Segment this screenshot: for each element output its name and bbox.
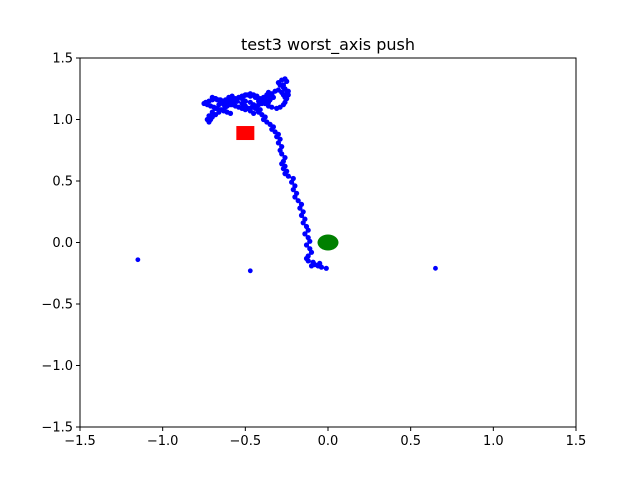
y-tick-label: 0.0: [52, 236, 73, 251]
path-point: [282, 155, 288, 161]
path-point: [295, 198, 301, 204]
path-point: [269, 104, 275, 110]
x-tick-label: 1.5: [566, 434, 587, 449]
target-marker: [236, 126, 255, 141]
path-point: [317, 260, 323, 266]
chart-title: test3 worst_axis push: [241, 35, 415, 55]
path-series: [201, 76, 329, 271]
x-tick-label: −1.5: [64, 434, 96, 449]
y-tick-label: −0.5: [41, 298, 73, 313]
path-point: [298, 201, 305, 207]
y-tick-label: 1.0: [52, 113, 73, 128]
path-point: [279, 144, 285, 150]
path-point: [307, 246, 313, 252]
path-point: [302, 231, 308, 237]
x-tick-label: −1.0: [147, 434, 179, 449]
object-marker: [317, 234, 339, 251]
y-tick-label: −1.0: [41, 359, 73, 374]
x-tick-label: 0.5: [400, 434, 421, 449]
path-point: [323, 265, 329, 271]
path-point: [303, 242, 310, 248]
path-point: [227, 110, 234, 116]
path-point: [239, 100, 245, 107]
path-point: [284, 78, 290, 84]
path-point: [305, 253, 311, 259]
path-point: [310, 259, 316, 265]
path-point: [256, 108, 262, 114]
x-tick-label: 1.0: [483, 434, 504, 449]
y-tick-label: 1.5: [52, 52, 73, 67]
y-tick-label: 0.5: [52, 175, 73, 190]
sparse-points: [135, 257, 438, 274]
path-point: [231, 96, 237, 102]
sparse-point: [433, 265, 438, 271]
y-tick-label: −1.5: [41, 421, 73, 436]
path-point: [242, 92, 248, 98]
x-tick-label: 0.0: [318, 434, 339, 449]
path-point: [247, 99, 253, 105]
sparse-point: [135, 257, 141, 263]
path-point: [247, 93, 253, 99]
x-tick-label: −0.5: [230, 434, 262, 449]
path-point: [303, 223, 310, 230]
path-point: [300, 209, 306, 215]
path-point: [206, 113, 212, 119]
path-point: [292, 183, 298, 189]
plot-frame: [79, 57, 577, 428]
markers: [236, 126, 339, 251]
path-point: [305, 235, 311, 241]
path-point: [209, 109, 215, 115]
path-point: [290, 175, 296, 182]
y-axis: −1.5 −1.0 −0.5 0.0 0.5 1.0 1.5: [41, 52, 80, 436]
path-point: [294, 190, 300, 196]
sparse-point: [247, 268, 253, 274]
x-axis: −1.5 −1.0 −0.5 0.0 0.5 1.0 1.5: [64, 427, 586, 449]
path-point: [302, 216, 308, 222]
